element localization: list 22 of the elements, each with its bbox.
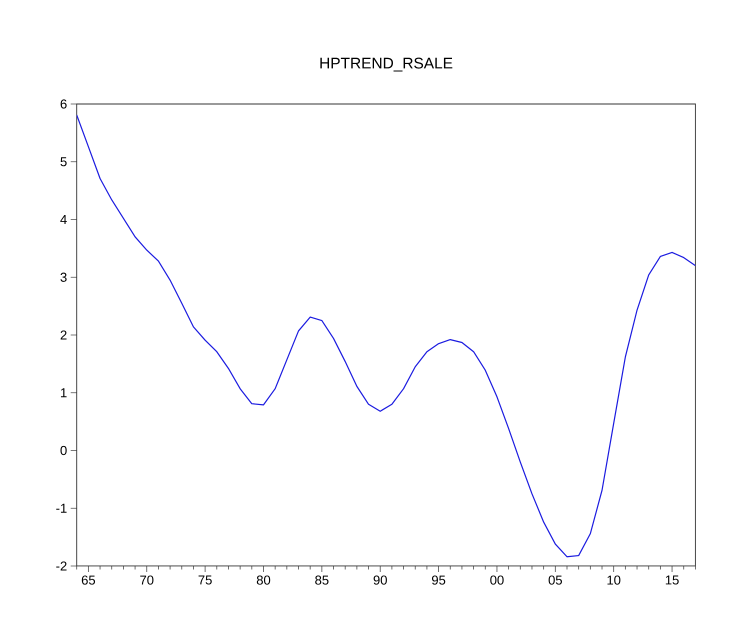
y-tick-label: 5 <box>60 157 67 166</box>
x-tick-label: 95 <box>432 576 446 585</box>
x-tick-label: 15 <box>666 576 679 585</box>
x-tick-label: 70 <box>140 576 154 585</box>
x-tick-label: 00 <box>490 576 504 585</box>
y-tick-label: 6 <box>60 99 67 109</box>
chart-title: HPTREND_RSALE <box>320 58 452 72</box>
x-tick-label: 75 <box>198 576 212 585</box>
x-tick-label: 90 <box>374 576 387 585</box>
line-series <box>76 114 696 558</box>
x-tick-label: 85 <box>315 576 329 585</box>
y-tick-label: -2 <box>56 561 67 571</box>
y-tick-label: 1 <box>60 388 67 398</box>
x-tick-label: 80 <box>256 576 270 585</box>
x-tick-label: 65 <box>82 576 96 585</box>
y-tick-label: -1 <box>56 504 67 513</box>
y-tick-label: 0 <box>60 446 67 456</box>
x-tick-label: 05 <box>548 576 562 585</box>
y-tick-label: 4 <box>60 215 67 224</box>
y-tick-label: 3 <box>60 272 67 282</box>
x-tick-label: 10 <box>607 576 620 585</box>
y-tick-label: 2 <box>60 330 67 340</box>
